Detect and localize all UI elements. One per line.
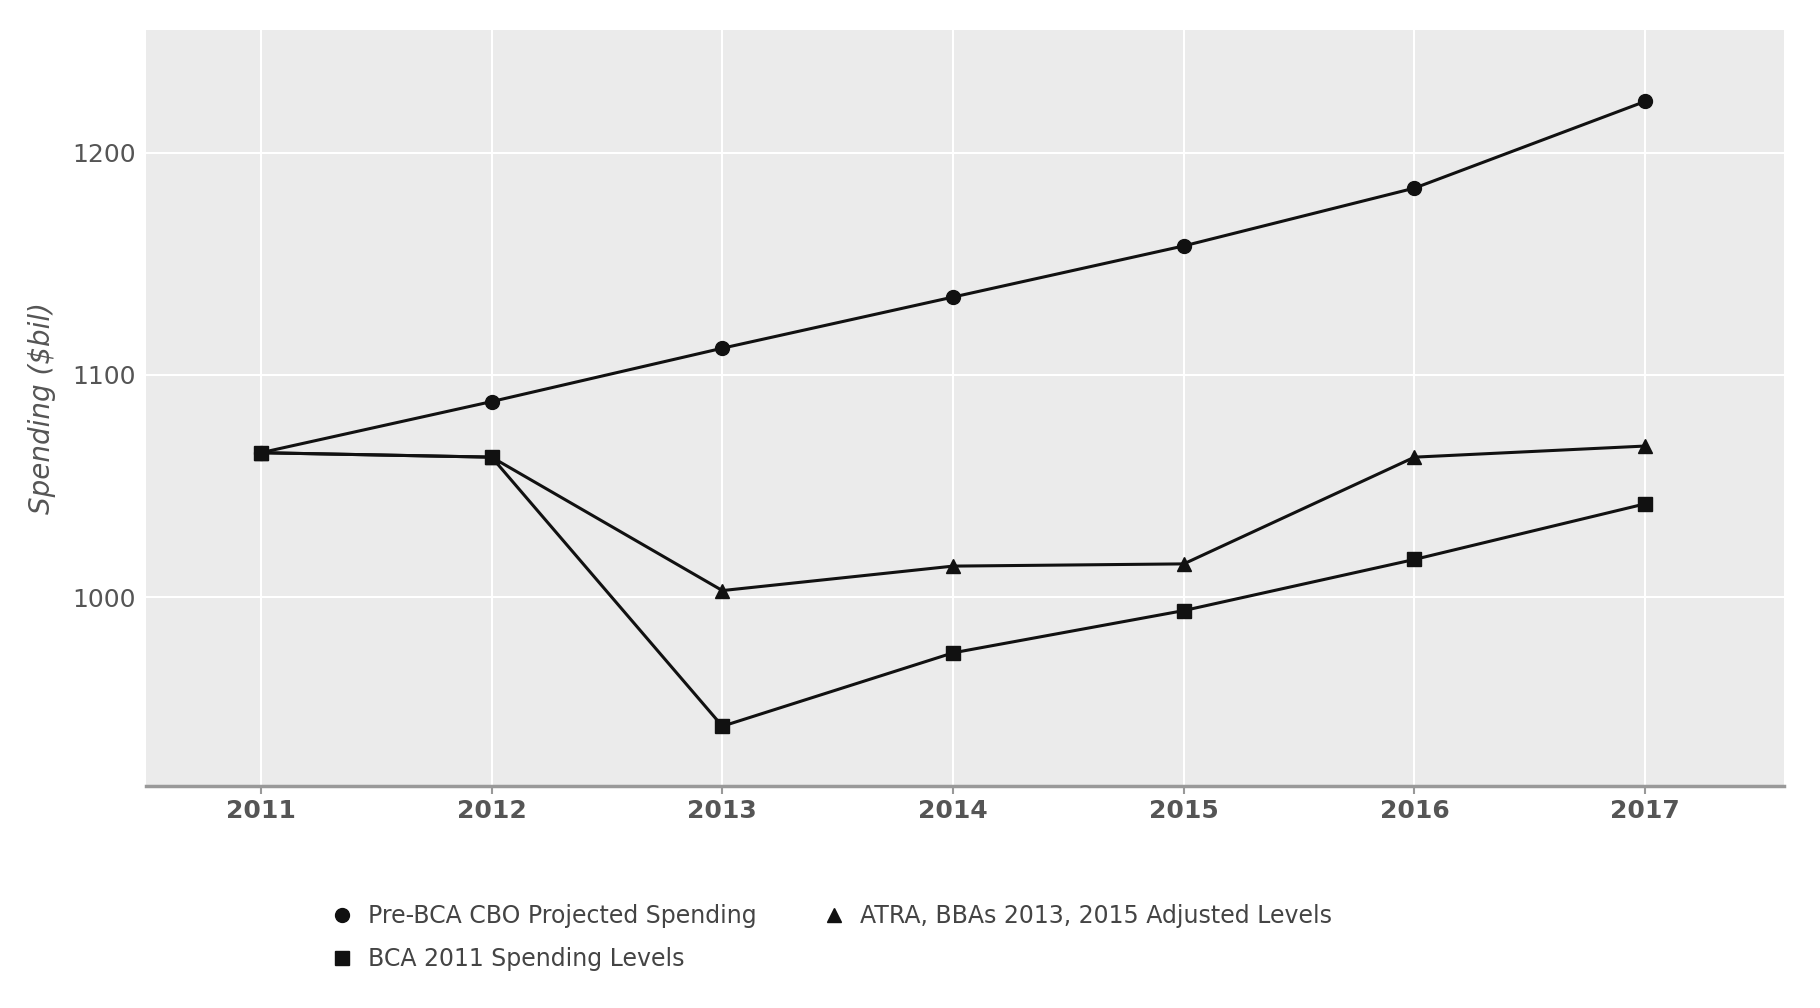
Y-axis label: Spending ($bil): Spending ($bil) (27, 302, 56, 514)
Legend: Pre-BCA CBO Projected Spending, BCA 2011 Spending Levels, ATRA, BBAs 2013, 2015 : Pre-BCA CBO Projected Spending, BCA 2011… (335, 904, 1332, 971)
